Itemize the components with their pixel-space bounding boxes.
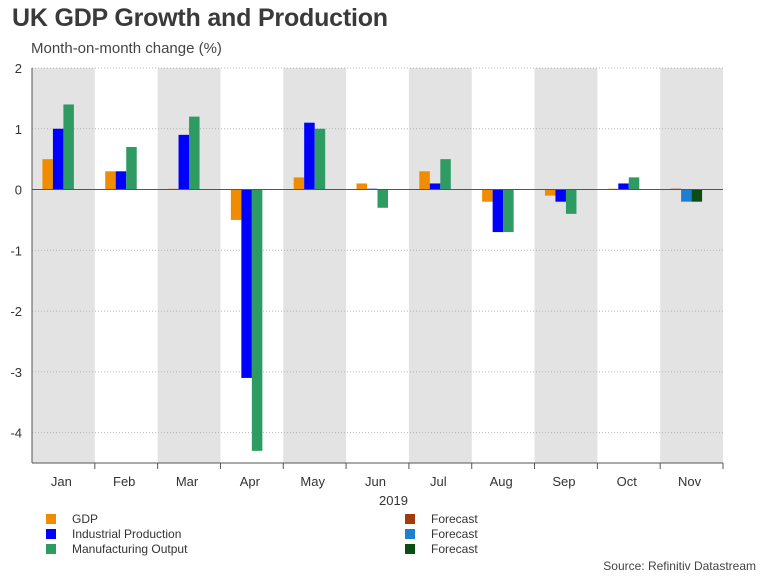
legend-swatch-forecast-manufacturing: [405, 543, 415, 554]
y-tick-label: 1: [15, 122, 22, 137]
bar-manufacturing-output-jun: [377, 189, 388, 208]
bar-manufacturing-output-mar: [189, 116, 200, 190]
bar-industrial-production-may: [304, 122, 315, 190]
band-nov: [660, 68, 723, 463]
legend-swatch-forecast-industrial: [405, 528, 415, 539]
legend-swatch-gdp: [46, 513, 56, 524]
bar-gdp-jul: [419, 171, 430, 190]
y-tick-label: -1: [10, 243, 22, 258]
x-tick-label-feb: Feb: [113, 474, 135, 489]
bar-industrial-production-oct: [618, 183, 629, 190]
bar-gdp-jun: [356, 183, 367, 190]
y-tick-label: 0: [15, 183, 22, 198]
bar-manufacturing-output-may: [314, 128, 326, 190]
legend-label-industrial-production: Industrial Production: [72, 526, 182, 541]
legend-label-forecast-manufacturing: Forecast: [431, 541, 478, 556]
bar-gdp-may: [293, 177, 305, 190]
x-tick-label-nov: Nov: [678, 474, 702, 489]
x-tick-label-oct: Oct: [617, 474, 638, 489]
bar-gdp-jan: [42, 159, 53, 190]
band-sep: [534, 68, 598, 463]
bar-industrial-production-mar: [178, 134, 190, 190]
y-tick-label: -3: [10, 365, 22, 380]
legend-label-gdp: GDP: [72, 511, 99, 526]
legend-label-forecast-industrial: Forecast: [431, 526, 478, 541]
bar-industrial-production-jan: [52, 128, 64, 190]
bar-forecast-nov: [681, 189, 692, 202]
bar-industrial-production-aug: [492, 189, 504, 233]
x-tick-label-jan: Jan: [51, 474, 72, 489]
x-tick-label-jun: Jun: [365, 474, 386, 489]
legend-item-manufacturing-output: Manufacturing Output: [46, 541, 187, 556]
legend-swatch-industrial-production: [46, 528, 56, 539]
bar-forecast-nov: [691, 189, 703, 202]
legend-label-forecast-gdp: Forecast: [431, 511, 478, 526]
legend-right: Forecast Forecast Forecast: [405, 511, 478, 556]
bar-manufacturing-output-aug: [503, 189, 514, 233]
bar-industrial-production-sep: [555, 189, 566, 202]
bar-manufacturing-output-feb: [126, 147, 137, 190]
x-tick-label-jul: Jul: [430, 474, 447, 489]
band-jan: [32, 68, 95, 463]
bar-gdp-apr: [230, 189, 242, 220]
legend-item-forecast-industrial: Forecast: [405, 526, 478, 541]
legend-item-gdp: GDP: [46, 511, 187, 526]
bar-industrial-production-jul: [429, 183, 441, 190]
x-tick-label-sep: Sep: [552, 474, 575, 489]
legend-swatch-manufacturing-output: [46, 543, 56, 554]
x-axis-label: 2019: [379, 493, 408, 508]
x-tick-label-aug: Aug: [490, 474, 513, 489]
band-jul: [408, 68, 472, 463]
bar-manufacturing-output-sep: [565, 189, 577, 214]
legend-label-manufacturing-output: Manufacturing Output: [72, 541, 188, 556]
bar-industrial-production-apr: [241, 189, 252, 378]
chart-title: UK GDP Growth and Production: [12, 4, 388, 32]
legend-swatch-forecast-gdp: [405, 513, 415, 524]
legend-item-industrial-production: Industrial Production: [46, 526, 187, 541]
source-note: Source: Refinitiv Datastream: [603, 559, 756, 573]
legend-item-forecast-gdp: Forecast: [405, 511, 478, 526]
bar-gdp-aug: [482, 189, 493, 202]
y-tick-label: -4: [10, 426, 22, 441]
legend-left: GDP Industrial Production Manufacturing …: [46, 511, 187, 556]
x-tick-label-may: May: [300, 474, 325, 489]
bar-manufacturing-output-apr: [251, 189, 263, 451]
bar-gdp-sep: [544, 189, 556, 196]
bar-manufacturing-output-jul: [440, 159, 451, 190]
x-tick-label-mar: Mar: [176, 474, 199, 489]
legend-item-forecast-manufacturing: Forecast: [405, 541, 478, 556]
chart-subtitle: Month-on-month change (%): [31, 40, 222, 57]
x-tick-label-apr: Apr: [240, 474, 261, 489]
bar-manufacturing-output-jan: [63, 104, 74, 190]
bar-gdp-feb: [105, 171, 116, 190]
bar-manufacturing-output-oct: [628, 177, 640, 190]
y-tick-label: -2: [10, 304, 22, 319]
bar-industrial-production-feb: [115, 171, 127, 190]
y-tick-label: 2: [15, 61, 22, 76]
